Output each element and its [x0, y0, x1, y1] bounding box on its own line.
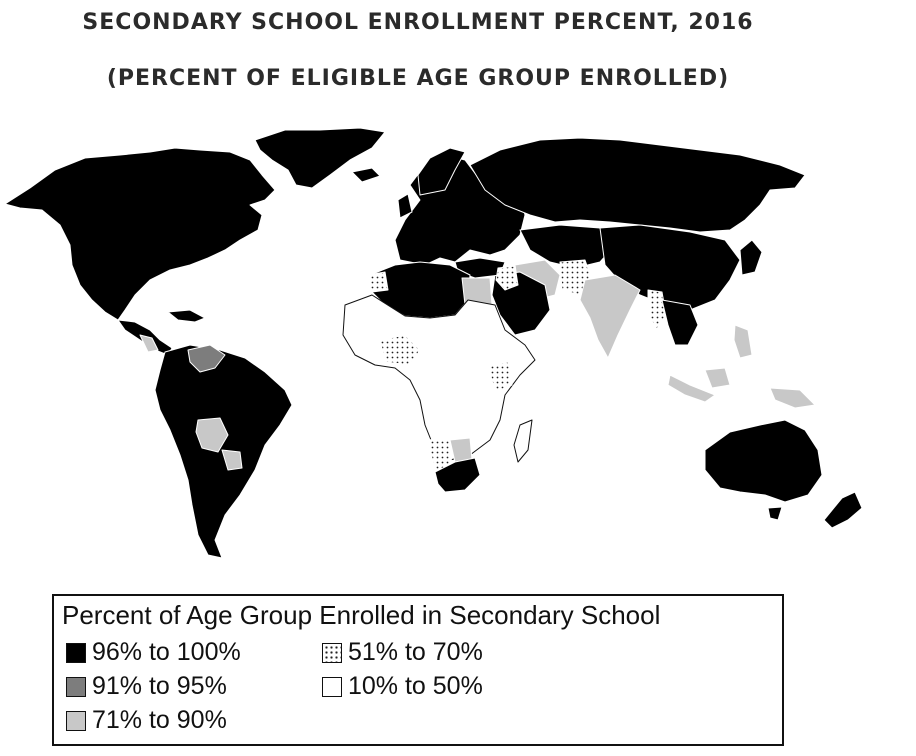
uk: [397, 193, 413, 219]
east-africa-dots: [487, 361, 513, 393]
papua: [769, 387, 816, 409]
syria-iraq: [495, 265, 519, 291]
scandinavia: [417, 147, 466, 196]
paraguay: [221, 449, 243, 471]
map-subtitle: (PERCENT OF ELIGIBLE AGE GROUP ENROLLED): [106, 66, 730, 91]
caribbean: [167, 309, 206, 323]
legend-label: 10% to 50%: [348, 672, 483, 700]
legend-swatch-dark-gray: [66, 676, 86, 697]
venezuela: [187, 344, 226, 373]
central-asia: [519, 224, 616, 269]
north-america: [4, 147, 276, 321]
nigeria-region: [379, 334, 421, 366]
legend-swatch-dotted: [322, 642, 342, 663]
map-title: SECONDARY SCHOOL ENROLLMENT PERCENT, 201…: [82, 10, 754, 35]
legend-label: 96% to 100%: [92, 638, 241, 666]
legend-swatch-black: [66, 642, 86, 663]
colombia-small: [139, 334, 159, 353]
sub-saharan-africa: [342, 294, 536, 461]
west-africa-dots: [367, 271, 389, 293]
bolivia: [195, 417, 229, 453]
legend-swatch-light-gray: [66, 710, 86, 731]
legend-swatch-white: [322, 676, 342, 697]
indonesia: [667, 374, 716, 403]
greenland: [254, 127, 386, 189]
legend-label: 71% to 90%: [92, 706, 227, 734]
legend-label: 91% to 95%: [92, 672, 227, 700]
legend-label: 51% to 70%: [348, 638, 483, 666]
iceland: [351, 167, 381, 183]
legend-item-91-95: 91% to 95%: [66, 672, 227, 701]
philippines: [733, 324, 753, 359]
borneo: [704, 367, 731, 389]
egypt: [461, 277, 493, 306]
map-legend: Percent of Age Group Enrolled in Seconda…: [52, 594, 784, 746]
south-africa: [434, 457, 481, 493]
india: [579, 274, 641, 359]
legend-item-10-50: 10% to 50%: [322, 672, 483, 701]
legend-item-51-70: 51% to 70%: [322, 638, 483, 667]
southeast-asia: [661, 299, 699, 346]
madagascar: [513, 419, 533, 463]
australia: [704, 419, 823, 503]
russia: [469, 137, 806, 233]
legend-item-96-100: 96% to 100%: [66, 638, 241, 667]
world-map: [4, 127, 863, 559]
legend-item-71-90: 71% to 90%: [66, 706, 227, 735]
legend-title: Percent of Age Group Enrolled in Seconda…: [62, 600, 661, 630]
new-zealand: [823, 491, 863, 529]
japan: [739, 239, 763, 276]
tasmania: [767, 506, 783, 521]
